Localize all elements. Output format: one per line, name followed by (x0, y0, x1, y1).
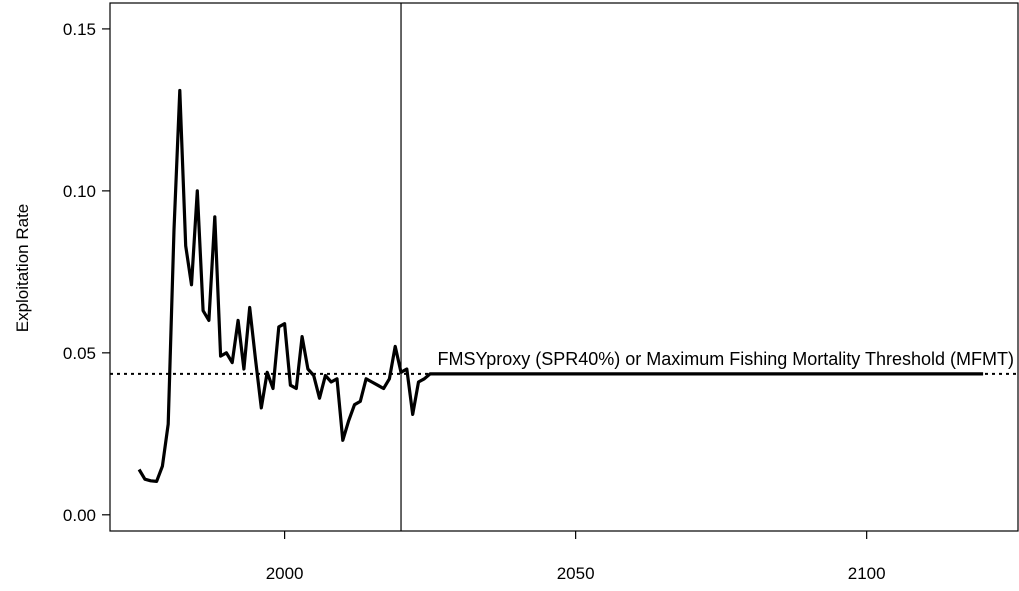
y-tick-label: 0.05 (63, 344, 96, 363)
y-tick-label: 0.00 (63, 506, 96, 525)
y-axis-label: Exploitation Rate (13, 204, 32, 333)
x-tick-label: 2000 (266, 564, 304, 583)
exploitation-rate-series-line (137, 88, 984, 483)
x-tick-label: 2100 (848, 564, 886, 583)
x-axis: 2000 2050 2100 (266, 531, 886, 583)
y-tick-label: 0.10 (63, 182, 96, 201)
mfmt-reference-label: FMSYproxy (SPR40%) or Maximum Fishing Mo… (438, 349, 1014, 369)
x-tick-label: 2050 (557, 564, 595, 583)
y-tick-label: 0.15 (63, 20, 96, 39)
y-axis: 0.00 0.05 0.10 0.15 (63, 20, 110, 525)
plot-frame (109, 2, 1019, 532)
